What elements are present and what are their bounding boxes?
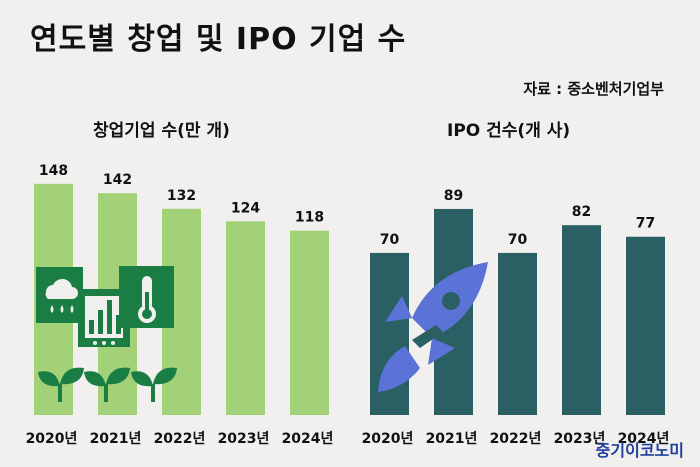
tick-label: 2023년 <box>554 431 606 447</box>
tick-label: 2020년 <box>26 431 78 447</box>
tick-label: 2024년 <box>618 431 670 447</box>
weather-icon <box>36 267 83 323</box>
sprout-icon <box>38 367 84 402</box>
data-label: 70 <box>380 232 400 248</box>
data-label: 148 <box>39 163 68 179</box>
data-label: 82 <box>572 204 591 220</box>
data-label: 118 <box>295 210 324 226</box>
startup-bars: 148 2020년 142 2021년 132 2022년 124 2023년 118 2024년 <box>26 163 334 447</box>
brand-logo: 중기이코노미 <box>595 441 684 460</box>
bar-4 <box>626 236 665 415</box>
tick-label: 2022년 <box>154 431 206 447</box>
data-label: 132 <box>167 188 196 204</box>
data-label: 77 <box>636 216 655 232</box>
ipo-chart-title: IPO 건수(개 사) <box>447 121 571 141</box>
bar-0 <box>370 252 409 415</box>
tick-label: 2022년 <box>490 431 542 447</box>
data-label: 142 <box>103 172 132 188</box>
bar-2 <box>498 252 537 415</box>
sprout-icon <box>38 367 177 402</box>
rocket-icon <box>378 262 488 392</box>
bar-3 <box>226 221 265 415</box>
sprout-icon <box>84 367 130 402</box>
source-note: 자료 : 중소벤처기업부 <box>523 80 664 98</box>
tick-label: 2021년 <box>426 431 478 447</box>
tick-label: 2024년 <box>282 431 334 447</box>
startup-chart-title: 창업기업 수(만 개) <box>93 121 230 141</box>
data-label: 89 <box>444 188 463 204</box>
tick-label: 2023년 <box>218 431 270 447</box>
bar-3 <box>562 225 601 415</box>
tick-label: 2021년 <box>90 431 142 447</box>
page-title: 연도별 창업 및 IPO 기업 수 <box>30 22 407 57</box>
tick-label: 2020년 <box>362 431 414 447</box>
sprout-icon <box>131 367 177 402</box>
thermometer-icon <box>119 266 174 328</box>
bar-4 <box>290 230 329 415</box>
data-label: 124 <box>231 200 260 216</box>
data-label: 70 <box>508 232 528 248</box>
